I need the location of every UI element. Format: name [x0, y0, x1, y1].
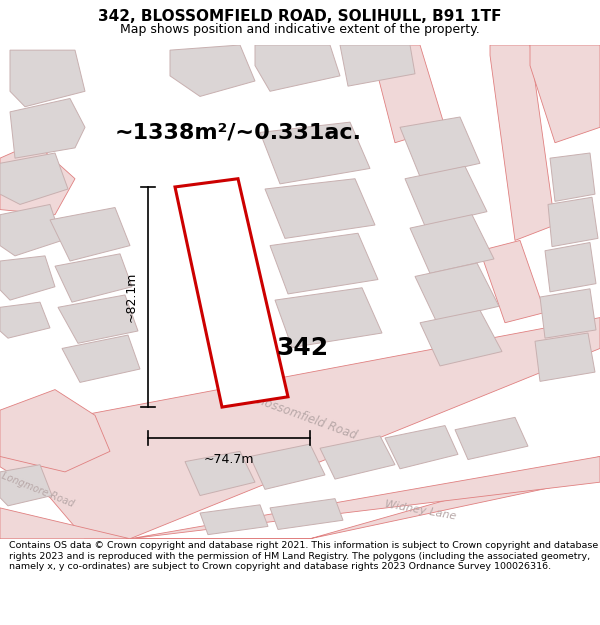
Polygon shape: [185, 451, 255, 496]
Polygon shape: [545, 242, 596, 292]
Polygon shape: [55, 254, 132, 302]
Polygon shape: [385, 426, 458, 469]
Polygon shape: [0, 389, 110, 472]
Polygon shape: [548, 198, 598, 247]
Text: ~82.1m: ~82.1m: [125, 272, 138, 322]
Polygon shape: [260, 122, 370, 184]
Text: 342: 342: [276, 336, 328, 361]
Polygon shape: [130, 456, 600, 539]
Polygon shape: [275, 288, 382, 348]
Polygon shape: [530, 45, 600, 142]
Polygon shape: [10, 99, 85, 158]
Polygon shape: [0, 302, 50, 338]
Polygon shape: [250, 444, 325, 489]
Polygon shape: [540, 289, 596, 338]
Polygon shape: [410, 215, 494, 273]
Text: ~74.7m: ~74.7m: [204, 453, 254, 466]
Polygon shape: [10, 50, 85, 107]
Polygon shape: [0, 153, 68, 204]
Polygon shape: [58, 295, 138, 343]
Polygon shape: [320, 436, 395, 479]
Polygon shape: [370, 45, 445, 142]
Polygon shape: [405, 166, 487, 226]
Polygon shape: [0, 256, 55, 300]
Polygon shape: [270, 233, 378, 294]
Polygon shape: [400, 117, 480, 177]
Text: 342, BLOSSOMFIELD ROAD, SOLIHULL, B91 1TF: 342, BLOSSOMFIELD ROAD, SOLIHULL, B91 1T…: [98, 9, 502, 24]
Text: Map shows position and indicative extent of the property.: Map shows position and indicative extent…: [120, 23, 480, 36]
Polygon shape: [415, 263, 499, 321]
Text: Longmore Road: Longmore Road: [0, 470, 76, 509]
Text: ~1338m²/~0.331ac.: ~1338m²/~0.331ac.: [115, 122, 362, 142]
Text: Blossomfield Road: Blossomfield Road: [251, 392, 358, 442]
Polygon shape: [550, 153, 595, 201]
Polygon shape: [420, 311, 502, 366]
Polygon shape: [62, 335, 140, 382]
Polygon shape: [270, 499, 343, 529]
Polygon shape: [50, 208, 130, 261]
Polygon shape: [0, 508, 130, 539]
Polygon shape: [480, 241, 545, 322]
Polygon shape: [200, 505, 268, 534]
Text: Widney Lane: Widney Lane: [383, 499, 457, 521]
Polygon shape: [340, 45, 415, 86]
Polygon shape: [265, 179, 375, 238]
Polygon shape: [535, 333, 595, 381]
Polygon shape: [0, 142, 75, 215]
Text: Contains OS data © Crown copyright and database right 2021. This information is : Contains OS data © Crown copyright and d…: [9, 541, 598, 571]
Polygon shape: [455, 418, 528, 459]
Polygon shape: [255, 45, 340, 91]
Polygon shape: [0, 204, 62, 256]
Polygon shape: [0, 318, 600, 539]
Polygon shape: [0, 464, 52, 506]
Polygon shape: [130, 456, 600, 539]
Polygon shape: [170, 45, 255, 96]
Polygon shape: [175, 179, 288, 407]
Polygon shape: [490, 45, 555, 241]
